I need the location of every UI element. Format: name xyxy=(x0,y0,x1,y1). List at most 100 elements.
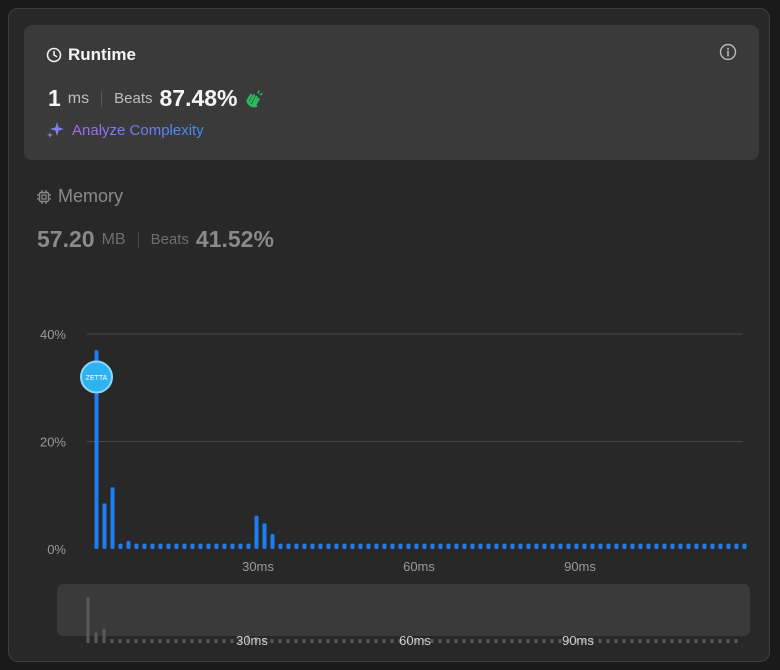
runtime-beats-label: Beats xyxy=(114,90,153,107)
chart-bar xyxy=(406,543,411,549)
sparkle-icon xyxy=(47,122,64,138)
chart-bar xyxy=(270,533,275,549)
chart-bar xyxy=(510,543,515,549)
chart-bar xyxy=(190,543,195,549)
chart-bar xyxy=(622,543,627,549)
chart-bar xyxy=(142,543,147,549)
runtime-value: 1 xyxy=(48,85,61,111)
chart-bar xyxy=(438,543,443,549)
analyze-complexity-label: Analyze Complexity xyxy=(72,121,204,139)
chart-bar xyxy=(686,543,691,549)
chart-bar xyxy=(102,503,107,549)
chart-bar xyxy=(198,543,203,549)
chart-bar xyxy=(718,543,723,549)
chart-bar xyxy=(534,543,539,549)
chart-bar xyxy=(662,543,667,549)
chart-bar xyxy=(478,543,483,549)
chart-bar xyxy=(558,543,563,549)
chart-bar xyxy=(526,543,531,549)
result-panel: Runtime 1 ms Beats 87.48% xyxy=(8,8,770,662)
chart-bar xyxy=(214,543,219,549)
x-tick-label: 60ms xyxy=(403,559,435,574)
chart-bar xyxy=(134,543,139,549)
divider xyxy=(101,90,103,107)
marker-circle xyxy=(80,360,113,394)
runtime-card[interactable]: Runtime 1 ms Beats 87.48% xyxy=(24,25,759,160)
chart-bar xyxy=(638,543,643,549)
chart-bar xyxy=(462,543,467,549)
x-tick-label: 30ms xyxy=(242,559,274,574)
chart-bar xyxy=(446,543,451,549)
memory-header[interactable]: Memory xyxy=(36,186,123,207)
runtime-header: Runtime xyxy=(46,45,136,65)
chart-bar xyxy=(326,543,331,549)
chart-bar xyxy=(574,543,579,549)
memory-beats-value: 41.52% xyxy=(195,226,274,252)
chart-bar xyxy=(166,543,171,549)
chart-bar xyxy=(598,543,603,549)
chart-bar xyxy=(238,543,243,549)
chart-bar xyxy=(110,487,115,549)
chart-bar xyxy=(318,543,323,549)
chart-bar xyxy=(430,543,435,549)
chart-bar xyxy=(486,543,491,549)
runtime-stats: 1 ms Beats 87.48% xyxy=(48,85,264,112)
chart-bar xyxy=(174,543,179,549)
chart-bar xyxy=(230,543,235,549)
analyze-complexity-link[interactable]: Analyze Complexity xyxy=(46,121,204,139)
chart-bar xyxy=(550,543,555,549)
x-tick-label: 90ms xyxy=(564,559,596,574)
chart-bar xyxy=(294,543,299,549)
chart-bar xyxy=(358,543,363,549)
chart-bar xyxy=(494,543,499,549)
chart-bar xyxy=(630,543,635,549)
chart-bar xyxy=(734,543,739,549)
chart-bar xyxy=(222,543,227,549)
marker-label: ZETTA xyxy=(86,375,108,382)
chart-bar xyxy=(398,543,403,549)
clock-icon xyxy=(46,47,62,63)
memory-stats: 57.20 MB Beats 41.52% xyxy=(37,226,274,253)
chart-bar xyxy=(382,543,387,549)
info-icon[interactable] xyxy=(719,43,737,61)
chart-bar xyxy=(646,543,651,549)
chart-bar xyxy=(126,540,131,549)
current-submission-marker: ZETTA xyxy=(80,360,113,394)
runtime-distribution-chart[interactable]: 0% 20% 40% 30ms 60ms 90ms ZETTA xyxy=(0,0,780,590)
chart-range-navigator[interactable] xyxy=(57,584,750,636)
chart-bar xyxy=(254,515,259,549)
chip-icon xyxy=(37,189,51,204)
runtime-unit: ms xyxy=(67,89,90,107)
chart-bar xyxy=(582,543,587,549)
chart-bar xyxy=(286,543,291,549)
chart-bar xyxy=(726,543,731,549)
chart-bar xyxy=(94,350,99,549)
runtime-beats-value: 87.48% xyxy=(159,85,238,111)
chart-bar xyxy=(702,543,707,549)
chart-bar xyxy=(342,543,347,549)
chart-bar xyxy=(678,543,683,549)
runtime-title: Runtime xyxy=(68,45,136,64)
chart-bar xyxy=(302,543,307,549)
chart-bar xyxy=(606,543,611,549)
chart-bar xyxy=(654,543,659,549)
chart-bar xyxy=(694,543,699,549)
memory-value: 57.20 xyxy=(37,226,95,252)
chart-bar xyxy=(390,543,395,549)
y-tick-label: 20% xyxy=(40,435,66,450)
chart-bar xyxy=(350,543,355,549)
chart-bar xyxy=(118,543,123,549)
memory-title: Memory xyxy=(58,186,124,206)
y-tick-label: 0% xyxy=(47,542,66,557)
chart-bar xyxy=(590,543,595,549)
y-tick-label: 40% xyxy=(40,327,66,342)
chart-bar xyxy=(670,543,675,549)
chart-bar xyxy=(374,543,379,549)
chart-bar xyxy=(518,543,523,549)
chart-bar xyxy=(566,543,571,549)
chart-bar xyxy=(246,543,251,549)
chart-bar xyxy=(262,523,267,549)
chart-bar xyxy=(422,543,427,549)
chart-bar xyxy=(158,543,163,549)
chart-bar xyxy=(334,543,339,549)
